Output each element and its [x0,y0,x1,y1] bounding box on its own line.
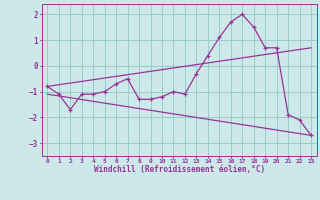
X-axis label: Windchill (Refroidissement éolien,°C): Windchill (Refroidissement éolien,°C) [94,165,265,174]
